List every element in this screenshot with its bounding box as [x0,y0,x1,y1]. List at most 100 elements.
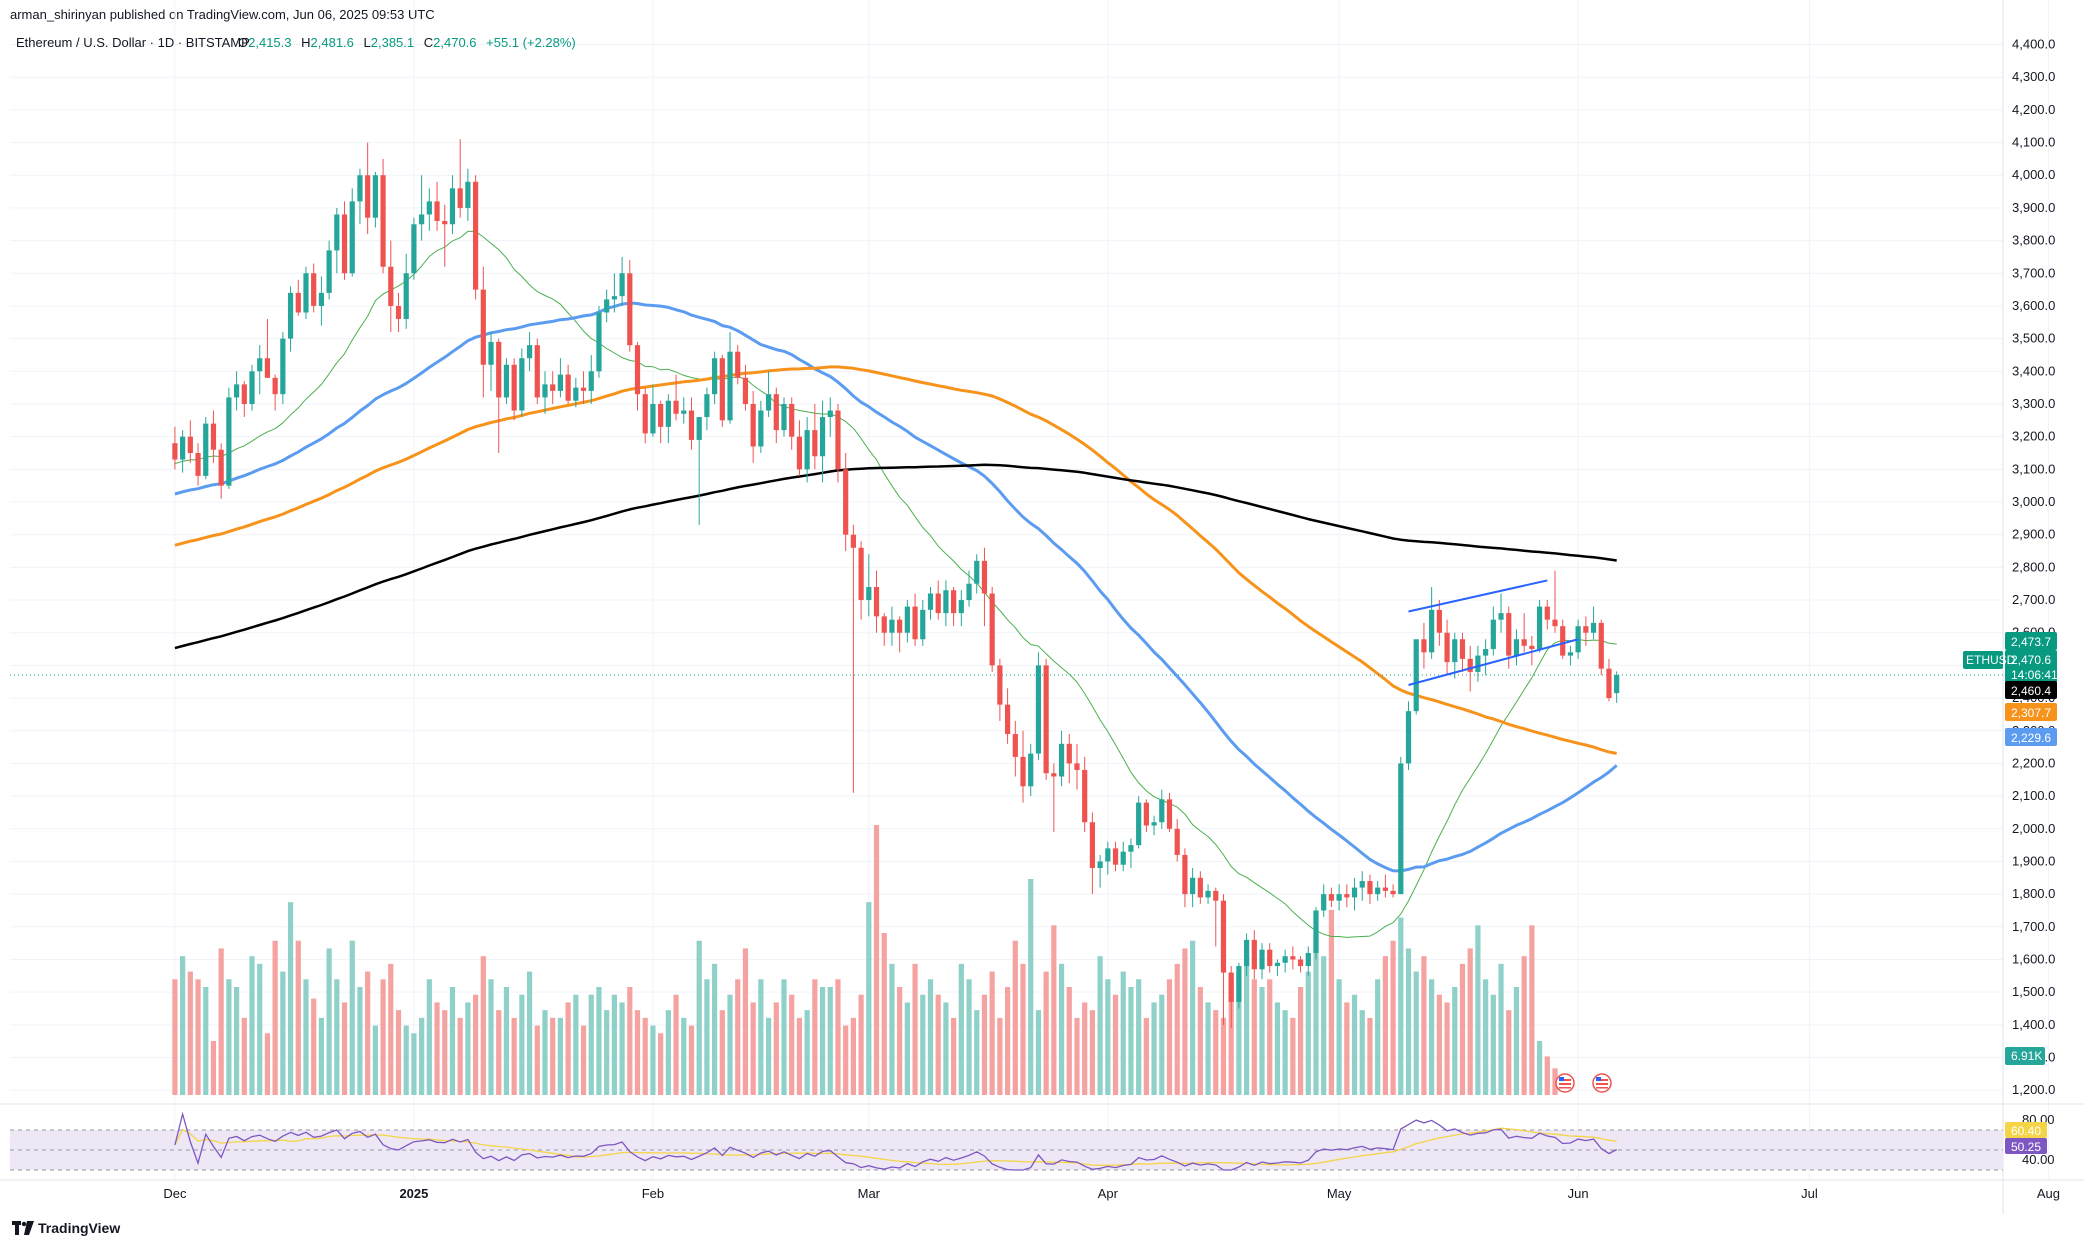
candle-body [257,358,263,372]
price-axis-label: 3,500.0 [2012,331,2055,346]
price-axis-label: 2,700.0 [2012,592,2055,607]
price-axis-label: 3,600.0 [2012,298,2055,313]
us-flag-icon[interactable] [1592,1073,1612,1093]
candle-body [658,403,664,427]
candle-body [249,371,255,404]
volume-bar [634,1010,641,1095]
candle-body [580,387,587,391]
volume-bar [1444,1002,1450,1095]
volume-bar [334,979,340,1095]
candle-body [449,188,456,225]
volume-bar [1267,979,1273,1095]
volume-bar [1236,971,1242,1095]
candle-body [334,214,340,251]
candle-body [904,606,910,633]
candle-body [287,292,294,339]
volume-bar [1105,979,1111,1095]
price-axis-label: 4,400.0 [2012,37,2055,52]
volume-bar [326,948,332,1095]
candle-body [997,665,1003,705]
price-axis: 4,400.0 4,300.0 4,200.0 4,100.0 4,000.0 3,900… [2012,37,2055,1167]
candle-body [565,374,571,401]
volume-bar [804,1010,810,1095]
time-axis: Dec 2025 Feb Mar Apr May Jun Jul Aug [163,1186,2060,1201]
us-flag-icon[interactable] [1555,1073,1575,1093]
volume-bar [1244,956,1250,1095]
volume-bar [951,1017,957,1095]
volume-bar [241,1017,247,1095]
volume-bar [210,1041,217,1095]
volume-bar [272,940,278,1095]
candle-body [195,452,201,476]
tradingview-logo[interactable]: TradingView [12,1220,120,1236]
candle-body [365,175,371,218]
candle-body [187,436,193,453]
time-axis-label: Feb [642,1186,664,1201]
volume-label-text: 6.91K [2011,1049,2042,1063]
candle-body [534,345,540,398]
volume-bar [935,994,941,1095]
candle-body [473,181,479,290]
volume-bar [1228,979,1234,1095]
volume-bar [1051,925,1057,1095]
volume-bar [696,940,702,1095]
volume-bar [341,1002,348,1095]
volume-bar [1043,971,1049,1095]
volume-bar [496,1010,502,1095]
candle-body [264,358,271,378]
candle-body [311,273,317,306]
volume-bar [989,971,995,1095]
candle-body [773,394,779,431]
volume-bar [897,987,903,1095]
low-label: L [364,35,371,50]
volume-bar [1498,963,1504,1095]
volume-bar [835,979,841,1095]
candle-body [1483,649,1489,656]
volume-bar [1020,963,1026,1095]
volume-bar [1382,956,1388,1095]
volume-bar [434,1002,440,1095]
candle-body [1536,606,1543,650]
candle-body [1506,613,1512,656]
candle-body [1444,632,1450,663]
rsi-label-text: 50.25 [2011,1140,2041,1154]
candle-body [1182,854,1188,895]
volume-bar [789,994,795,1095]
candle-body [1475,655,1481,672]
candle-body [966,583,972,601]
volume-bar [442,1010,448,1095]
candle-body [858,547,864,601]
volume-bar [1190,940,1196,1095]
time-axis-label: Aug [2037,1186,2060,1201]
volume-bar [1452,987,1458,1095]
volume-bar [233,987,240,1095]
volume-bar [264,1033,271,1095]
time-axis-label: Jul [1801,1186,1818,1201]
chart-grid [0,0,2084,1214]
candle-body [1012,734,1018,757]
volume-bar [650,1025,656,1095]
volume-bar [658,1033,664,1095]
volume-bar [280,971,286,1095]
volume-bar [311,998,317,1095]
candle-body [1004,704,1011,735]
volume-bar [249,956,255,1095]
volume-bar [927,979,934,1095]
candle-body [619,273,625,297]
candle-body [426,201,432,215]
volume-bar [1074,1017,1080,1095]
candle-body [735,351,741,378]
candle-body [1220,900,1227,973]
volume-bar [1475,925,1481,1095]
volume-bar [1367,1017,1373,1095]
candle-body [1598,622,1604,669]
candle-body [1251,939,1257,970]
candle-body [395,305,402,320]
volume-bar [1282,1010,1288,1095]
volume-bar [1359,1010,1365,1095]
volume-bar [750,1002,756,1095]
candle-body [1513,639,1520,656]
volume-bar [426,979,432,1095]
candle-body [1274,962,1281,967]
